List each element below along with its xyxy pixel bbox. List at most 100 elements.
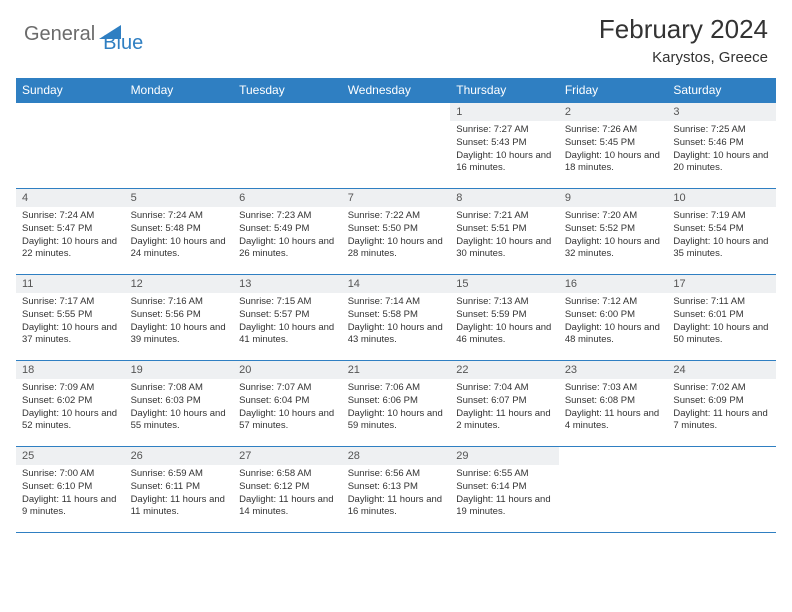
calendar-cell: 11Sunrise: 7:17 AMSunset: 5:55 PMDayligh… (16, 275, 125, 361)
sunset-text: Sunset: 6:12 PM (239, 481, 336, 494)
sunset-text: Sunset: 6:03 PM (131, 395, 228, 408)
calendar-table: SundayMondayTuesdayWednesdayThursdayFrid… (16, 78, 776, 533)
sunrise-text: Sunrise: 7:23 AM (239, 210, 336, 223)
daylight-text: Daylight: 10 hours and 57 minutes. (239, 408, 336, 434)
day-number: 19 (125, 361, 234, 379)
daylight-text: Daylight: 10 hours and 43 minutes. (348, 322, 445, 348)
calendar-cell: 2Sunrise: 7:26 AMSunset: 5:45 PMDaylight… (559, 103, 668, 189)
calendar-week: 4Sunrise: 7:24 AMSunset: 5:47 PMDaylight… (16, 189, 776, 275)
day-body: Sunrise: 7:24 AMSunset: 5:47 PMDaylight:… (16, 207, 125, 265)
calendar-cell: 13Sunrise: 7:15 AMSunset: 5:57 PMDayligh… (233, 275, 342, 361)
day-number: 6 (233, 189, 342, 207)
sunset-text: Sunset: 6:13 PM (348, 481, 445, 494)
weekday-header: Sunday (16, 78, 125, 103)
day-number: 27 (233, 447, 342, 465)
daylight-text: Daylight: 10 hours and 50 minutes. (673, 322, 770, 348)
sunset-text: Sunset: 5:46 PM (673, 137, 770, 150)
sunset-text: Sunset: 5:58 PM (348, 309, 445, 322)
day-number: 1 (450, 103, 559, 121)
day-body: Sunrise: 7:02 AMSunset: 6:09 PMDaylight:… (667, 379, 776, 437)
title-block: February 2024 Karystos, Greece (599, 14, 768, 66)
sunset-text: Sunset: 6:02 PM (22, 395, 119, 408)
day-number: 9 (559, 189, 668, 207)
calendar-week: 11Sunrise: 7:17 AMSunset: 5:55 PMDayligh… (16, 275, 776, 361)
day-body: Sunrise: 7:19 AMSunset: 5:54 PMDaylight:… (667, 207, 776, 265)
month-title: February 2024 (599, 14, 768, 45)
sunrise-text: Sunrise: 7:03 AM (565, 382, 662, 395)
sunrise-text: Sunrise: 6:58 AM (239, 468, 336, 481)
daylight-text: Daylight: 11 hours and 11 minutes. (131, 494, 228, 520)
sunset-text: Sunset: 5:45 PM (565, 137, 662, 150)
daylight-text: Daylight: 11 hours and 9 minutes. (22, 494, 119, 520)
day-body: Sunrise: 7:12 AMSunset: 6:00 PMDaylight:… (559, 293, 668, 351)
calendar-cell: 9Sunrise: 7:20 AMSunset: 5:52 PMDaylight… (559, 189, 668, 275)
calendar-cell: 3Sunrise: 7:25 AMSunset: 5:46 PMDaylight… (667, 103, 776, 189)
calendar-cell: 10Sunrise: 7:19 AMSunset: 5:54 PMDayligh… (667, 189, 776, 275)
daylight-text: Daylight: 11 hours and 14 minutes. (239, 494, 336, 520)
daylight-text: Daylight: 10 hours and 32 minutes. (565, 236, 662, 262)
header: General Blue February 2024 Karystos, Gre… (0, 0, 792, 72)
day-number: 29 (450, 447, 559, 465)
sunset-text: Sunset: 5:47 PM (22, 223, 119, 236)
day-number: 18 (16, 361, 125, 379)
sunset-text: Sunset: 6:11 PM (131, 481, 228, 494)
sunset-text: Sunset: 6:00 PM (565, 309, 662, 322)
daylight-text: Daylight: 10 hours and 22 minutes. (22, 236, 119, 262)
calendar-cell (125, 103, 234, 189)
daylight-text: Daylight: 10 hours and 24 minutes. (131, 236, 228, 262)
day-body: Sunrise: 7:26 AMSunset: 5:45 PMDaylight:… (559, 121, 668, 179)
calendar-cell: 17Sunrise: 7:11 AMSunset: 6:01 PMDayligh… (667, 275, 776, 361)
sunset-text: Sunset: 6:01 PM (673, 309, 770, 322)
sunrise-text: Sunrise: 7:12 AM (565, 296, 662, 309)
calendar-cell (559, 447, 668, 533)
day-number: 10 (667, 189, 776, 207)
day-number: 2 (559, 103, 668, 121)
day-body: Sunrise: 7:07 AMSunset: 6:04 PMDaylight:… (233, 379, 342, 437)
daylight-text: Daylight: 10 hours and 20 minutes. (673, 150, 770, 176)
sunrise-text: Sunrise: 7:11 AM (673, 296, 770, 309)
day-body: Sunrise: 7:00 AMSunset: 6:10 PMDaylight:… (16, 465, 125, 523)
day-number: 3 (667, 103, 776, 121)
daylight-text: Daylight: 10 hours and 59 minutes. (348, 408, 445, 434)
calendar-cell: 19Sunrise: 7:08 AMSunset: 6:03 PMDayligh… (125, 361, 234, 447)
calendar-cell: 7Sunrise: 7:22 AMSunset: 5:50 PMDaylight… (342, 189, 451, 275)
day-number: 25 (16, 447, 125, 465)
calendar-cell: 1Sunrise: 7:27 AMSunset: 5:43 PMDaylight… (450, 103, 559, 189)
daylight-text: Daylight: 10 hours and 35 minutes. (673, 236, 770, 262)
weekday-row: SundayMondayTuesdayWednesdayThursdayFrid… (16, 78, 776, 103)
day-body: Sunrise: 7:14 AMSunset: 5:58 PMDaylight:… (342, 293, 451, 351)
day-body: Sunrise: 7:21 AMSunset: 5:51 PMDaylight:… (450, 207, 559, 265)
sunrise-text: Sunrise: 7:16 AM (131, 296, 228, 309)
sunrise-text: Sunrise: 6:56 AM (348, 468, 445, 481)
weekday-header: Tuesday (233, 78, 342, 103)
calendar-week: 18Sunrise: 7:09 AMSunset: 6:02 PMDayligh… (16, 361, 776, 447)
day-number: 15 (450, 275, 559, 293)
logo: General Blue (24, 14, 143, 55)
daylight-text: Daylight: 10 hours and 46 minutes. (456, 322, 553, 348)
day-body: Sunrise: 6:59 AMSunset: 6:11 PMDaylight:… (125, 465, 234, 523)
day-number: 20 (233, 361, 342, 379)
calendar-cell: 6Sunrise: 7:23 AMSunset: 5:49 PMDaylight… (233, 189, 342, 275)
day-body: Sunrise: 7:25 AMSunset: 5:46 PMDaylight:… (667, 121, 776, 179)
daylight-text: Daylight: 11 hours and 2 minutes. (456, 408, 553, 434)
daylight-text: Daylight: 10 hours and 39 minutes. (131, 322, 228, 348)
calendar-cell: 26Sunrise: 6:59 AMSunset: 6:11 PMDayligh… (125, 447, 234, 533)
weekday-header: Monday (125, 78, 234, 103)
day-body: Sunrise: 7:23 AMSunset: 5:49 PMDaylight:… (233, 207, 342, 265)
weekday-header: Friday (559, 78, 668, 103)
sunset-text: Sunset: 5:57 PM (239, 309, 336, 322)
calendar-cell: 8Sunrise: 7:21 AMSunset: 5:51 PMDaylight… (450, 189, 559, 275)
calendar-week: 1Sunrise: 7:27 AMSunset: 5:43 PMDaylight… (16, 103, 776, 189)
sunrise-text: Sunrise: 7:19 AM (673, 210, 770, 223)
day-number: 24 (667, 361, 776, 379)
sunrise-text: Sunrise: 7:02 AM (673, 382, 770, 395)
calendar-cell: 12Sunrise: 7:16 AMSunset: 5:56 PMDayligh… (125, 275, 234, 361)
calendar-cell (16, 103, 125, 189)
day-number: 11 (16, 275, 125, 293)
daylight-text: Daylight: 10 hours and 28 minutes. (348, 236, 445, 262)
calendar-cell: 24Sunrise: 7:02 AMSunset: 6:09 PMDayligh… (667, 361, 776, 447)
calendar-cell: 18Sunrise: 7:09 AMSunset: 6:02 PMDayligh… (16, 361, 125, 447)
day-number: 28 (342, 447, 451, 465)
sunset-text: Sunset: 5:56 PM (131, 309, 228, 322)
calendar-cell: 27 Sunrise: 6:58 AMSunset: 6:12 PMDayligh… (233, 447, 342, 533)
